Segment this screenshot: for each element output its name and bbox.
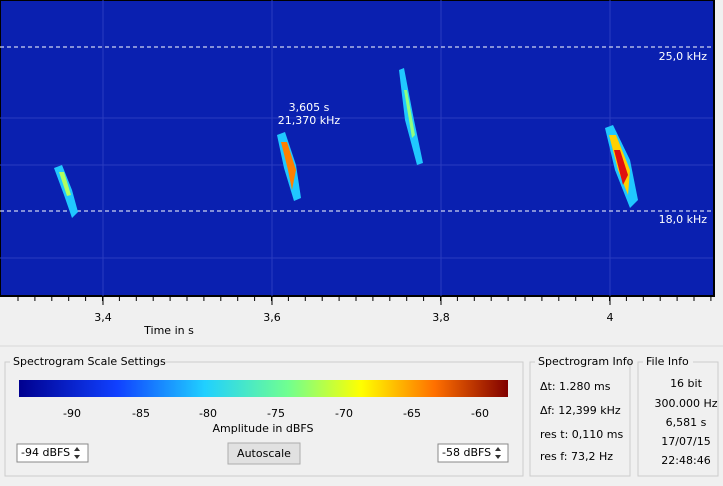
colorbar-tick-label: -70 — [335, 407, 353, 420]
colorbar-tick-label: -85 — [132, 407, 150, 420]
group-title: Spectrogram Info — [538, 355, 634, 368]
freq-marker-label: 18,0 kHz — [659, 213, 708, 226]
info-line: 6,581 s — [666, 416, 707, 429]
colorbar-tick-label: -90 — [63, 407, 81, 420]
group-title: File Info — [646, 355, 689, 368]
autoscale-button-label[interactable]: Autoscale — [237, 447, 291, 460]
freq-marker-label: 25,0 kHz — [659, 50, 708, 63]
info-line: res t: 0,110 ms — [540, 428, 623, 441]
info-line: 17/07/15 — [661, 435, 710, 448]
colorbar-tick-label: -65 — [403, 407, 421, 420]
info-line: 22:48:46 — [661, 454, 710, 467]
colorbar-tick-label: -80 — [199, 407, 217, 420]
colorbar — [19, 380, 508, 397]
max-spinbox[interactable]: -58 dBFS — [437, 443, 509, 463]
cursor-time: 3,605 s — [289, 101, 330, 114]
spectrogram-info-group: Spectrogram Info Δt: 1.280 ms Δf: 12,399… — [529, 355, 634, 477]
scale-settings-group: Spectrogram Scale Settings -90 -85 -80 -… — [4, 355, 524, 477]
grid — [0, 0, 713, 296]
colorbar-label: Amplitude in dBFS — [212, 422, 313, 435]
autoscale-button[interactable] — [227, 442, 301, 465]
time-tick-label: 4 — [607, 311, 614, 324]
info-line: Δt: 1.280 ms — [540, 380, 611, 393]
min-spinbox[interactable]: -94 dBFS — [16, 443, 89, 463]
info-line: Δf: 12,399 kHz — [540, 404, 621, 417]
group-title: Spectrogram Scale Settings — [13, 355, 166, 368]
time-tick-label: 3,4 — [94, 311, 112, 324]
colorbar-tick-label: -60 — [471, 407, 489, 420]
time-tick-label: 3,8 — [432, 311, 450, 324]
call-blobs — [54, 68, 638, 218]
min-value[interactable]: -94 dBFS — [21, 446, 70, 459]
time-axis-label: Time in s — [143, 324, 194, 337]
cursor-freq: 21,370 kHz — [278, 114, 341, 127]
time-tick-label: 3,6 — [263, 311, 281, 324]
colorbar-tick-label: -75 — [267, 407, 285, 420]
max-value[interactable]: -58 dBFS — [442, 446, 491, 459]
info-line: 16 bit — [670, 377, 703, 390]
file-info-group: File Info 16 bit 300.000 Hz 6,581 s 17/0… — [637, 355, 719, 477]
time-axis-minor-ticks — [17, 296, 712, 301]
info-line: res f: 73,2 Hz — [540, 450, 613, 463]
spectrogram-area — [0, 0, 715, 297]
spectrogram: 25,0 kHz 18,0 kHz 3,605 s 21,370 kHz — [0, 0, 715, 297]
info-line: 300.000 Hz — [654, 397, 717, 410]
group-box — [4, 361, 524, 477]
